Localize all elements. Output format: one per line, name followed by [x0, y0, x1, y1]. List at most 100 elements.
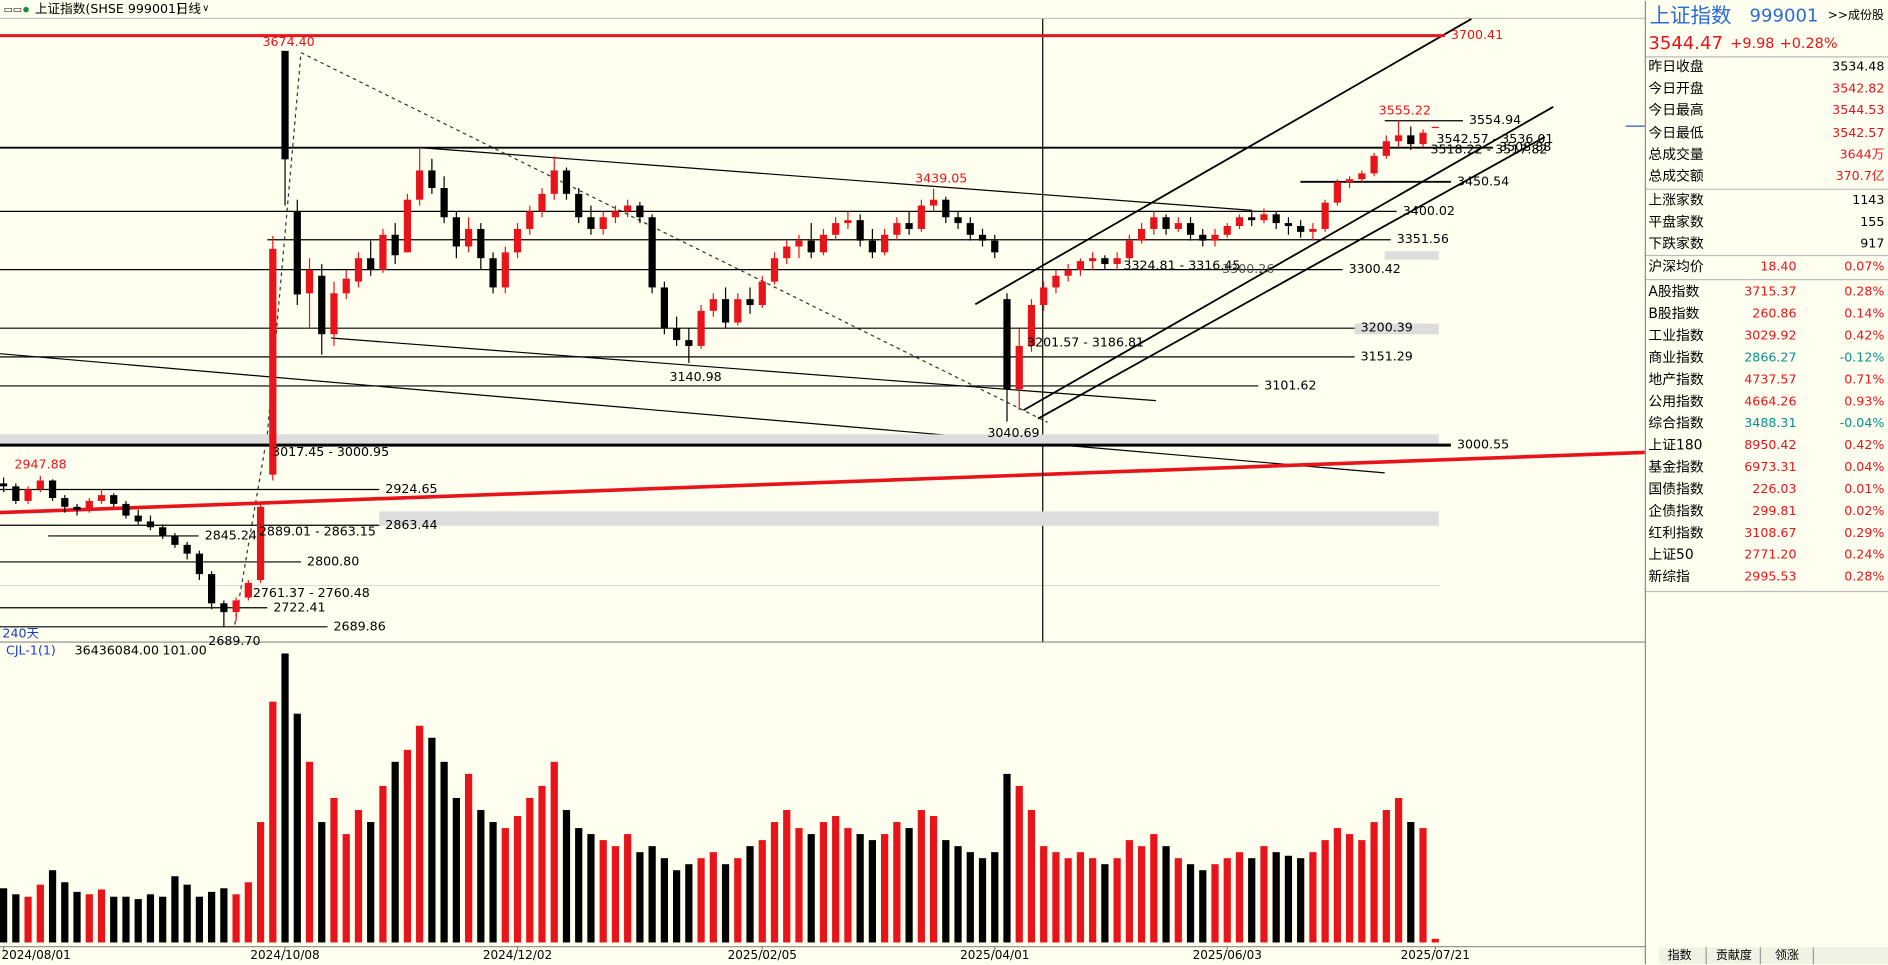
volume-bar: [881, 834, 889, 943]
volume-bar: [232, 894, 240, 943]
candle-body: [746, 299, 754, 305]
candle-body: [526, 211, 534, 229]
row-value: 917: [1860, 236, 1884, 251]
period-selector[interactable]: 日线: [176, 1, 202, 16]
index-change: 0.28%: [1844, 569, 1884, 584]
volume-bar: [770, 822, 779, 943]
candle-body: [110, 495, 118, 504]
x-tick-label: 2025/07/21: [1401, 948, 1470, 962]
index-value: 260.86: [1752, 306, 1796, 321]
volume-bar: [844, 828, 852, 943]
candle-body: [134, 515, 142, 522]
candle-body: [367, 258, 375, 270]
tab[interactable]: 指数: [1668, 947, 1692, 962]
candle-body: [1015, 345, 1023, 390]
index-change: 0.07%: [1844, 258, 1884, 273]
channel-line: [1037, 136, 1546, 420]
candle-body: [562, 170, 571, 194]
volume-bar: [452, 797, 460, 943]
volume-bar: [1223, 858, 1231, 943]
constituents-link[interactable]: >>成份股: [1828, 8, 1884, 22]
volume-bar: [171, 876, 179, 943]
candle-body: [1162, 217, 1170, 229]
candle-body: [220, 603, 228, 613]
volume-bar: [1260, 846, 1268, 943]
quote-code: 999001: [1750, 6, 1819, 27]
volume-bar: [966, 852, 974, 943]
index-value: 2866.27: [1744, 349, 1796, 364]
candle-body: [195, 553, 204, 575]
level-label: 2722.41: [273, 599, 325, 614]
candle-body: [709, 299, 717, 311]
candle-body: [1027, 304, 1036, 346]
index-name: 商业指数: [1648, 350, 1703, 366]
candle-body: [587, 217, 595, 229]
candle-body: [1076, 261, 1085, 270]
candle-body: [905, 223, 913, 229]
volume-bar: [318, 822, 326, 943]
level-label: 3700.41: [1451, 27, 1503, 42]
level-label: 3000.55: [1457, 437, 1509, 452]
row-label: 上涨家数: [1648, 192, 1703, 209]
index-change: -0.04%: [1840, 415, 1885, 430]
volume-bar: [36, 884, 44, 943]
range-label: 3542.57 - 3536.01: [1436, 131, 1553, 146]
tab[interactable]: 领涨: [1775, 947, 1799, 962]
row-value: 1143: [1852, 192, 1884, 207]
volume-bar: [1052, 852, 1060, 943]
candle-body: [342, 278, 350, 294]
candle-body: [256, 506, 265, 580]
volume-bar: [97, 889, 106, 943]
candle-body: [538, 193, 546, 212]
candle-body: [844, 220, 852, 224]
volume-bar: [1370, 822, 1378, 943]
candle-body: [146, 521, 155, 528]
candle-body: [354, 258, 363, 282]
candle-body: [159, 527, 167, 537]
x-tick-label: 2024/10/08: [250, 948, 319, 962]
volume-bar: [489, 822, 497, 943]
volume-bar: [1003, 773, 1011, 943]
row-value: 3542.57: [1832, 125, 1884, 140]
volume-bar: [660, 858, 668, 943]
index-change: 0.71%: [1844, 371, 1884, 386]
x-tick-label: 2025/02/05: [728, 948, 797, 962]
candle-body: [1223, 226, 1231, 235]
price-label: 3439.05: [915, 170, 967, 185]
candle-body: [1211, 234, 1219, 241]
channel-line: [1023, 106, 1554, 412]
quote-change: +9.98: [1730, 36, 1774, 52]
volume-bar: [1358, 840, 1366, 943]
candle-body: [501, 252, 509, 288]
tab[interactable]: 贡献度: [1716, 947, 1752, 962]
volume-bar: [220, 888, 228, 943]
period-caret[interactable]: ∨: [202, 3, 209, 14]
candle-body: [917, 205, 925, 229]
index-name: 红利指数: [1648, 525, 1703, 541]
volume-bar: [195, 896, 204, 943]
trend-line: [0, 353, 1385, 474]
volume-bar: [1174, 858, 1182, 943]
volume-bar: [391, 761, 399, 943]
candle-body: [269, 248, 277, 475]
level-label: 3400.02: [1403, 203, 1455, 218]
index-change: 0.24%: [1844, 547, 1884, 562]
price-label: 3300.26: [1222, 261, 1274, 276]
index-value: 2771.20: [1744, 547, 1796, 562]
dotted-line: [300, 52, 1048, 423]
dotted-line: [234, 434, 268, 625]
candle-body: [452, 217, 460, 247]
index-value: 2995.53: [1744, 569, 1796, 584]
candle-body: [208, 574, 216, 604]
volume-bar: [868, 840, 877, 943]
index-name: 地产指数: [1648, 372, 1703, 388]
status-dot: ●: [23, 4, 29, 13]
index-value: 226.03: [1752, 481, 1796, 496]
candle-body: [1052, 275, 1060, 288]
candle-body: [1174, 223, 1182, 229]
candle-body: [48, 480, 57, 499]
level-label: 3351.56: [1397, 231, 1449, 246]
volume-bar: [293, 713, 301, 943]
menu-icon[interactable]: ▭▭: [4, 4, 22, 15]
